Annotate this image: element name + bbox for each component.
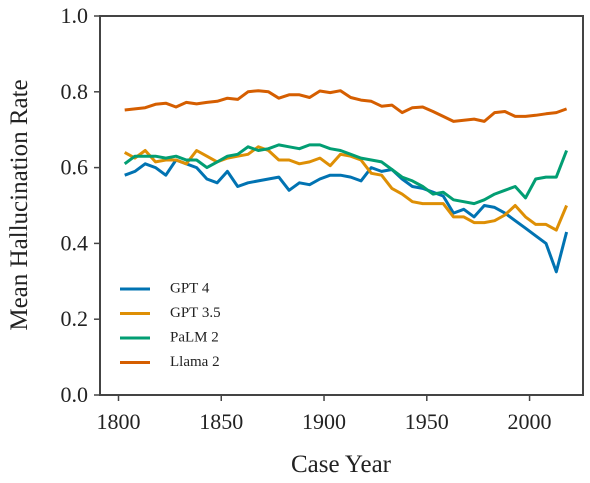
x-tick-label: 1850 [199, 409, 243, 434]
y-tick-label: 0.2 [61, 306, 89, 331]
y-tick-label: 0.4 [61, 230, 89, 255]
plot-frame [99, 15, 584, 396]
y-tick-label: 1.0 [61, 3, 89, 28]
y-tick-label: 0.8 [61, 79, 89, 104]
series-line [123, 145, 568, 232]
x-tick-label: 1900 [302, 409, 346, 434]
x-tick-label: 2000 [508, 409, 552, 434]
x-axis-label: Case Year [291, 451, 392, 478]
x-tick-label: 1800 [96, 409, 140, 434]
y-axis-label: Mean Hallucination Rate [6, 79, 33, 330]
series-line [124, 158, 569, 274]
legend-label: Llama 2 [170, 354, 220, 370]
y-tick-label: 0.0 [61, 382, 89, 407]
legend-label: PaLM 2 [170, 329, 219, 345]
legend-label: GPT 3.5 [170, 305, 221, 321]
y-tick-label: 0.6 [61, 155, 89, 180]
x-tick-label: 1950 [405, 409, 449, 434]
series-line [124, 89, 568, 123]
legend-label: GPT 4 [170, 280, 210, 296]
series-line [123, 143, 568, 206]
